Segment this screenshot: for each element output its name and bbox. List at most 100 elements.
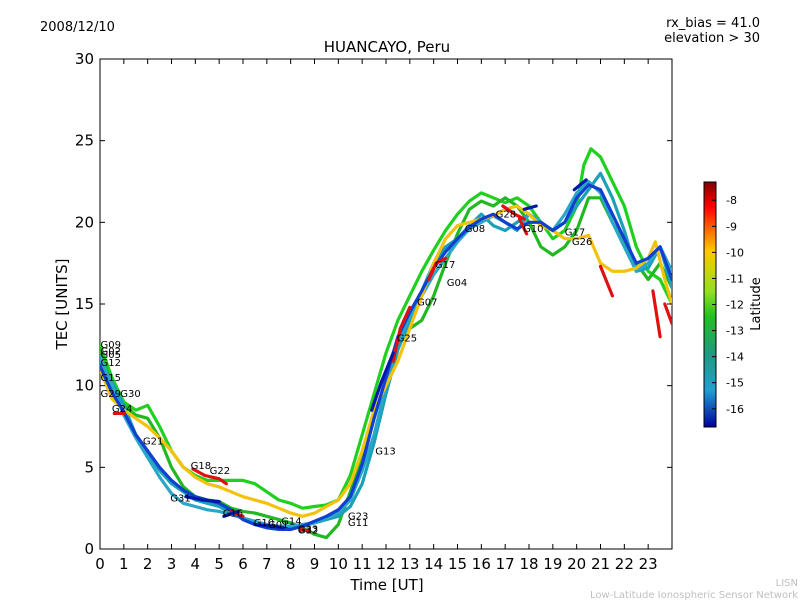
x-tick-label: 1: [119, 555, 129, 573]
satellite-label: G13: [375, 446, 395, 457]
y-tick-label: 15: [75, 295, 94, 313]
series-red-segment-9: [651, 289, 662, 339]
y-tick-label: 30: [75, 50, 94, 68]
colorbar-tick-label: -10: [726, 246, 744, 259]
satellite-label: G10: [254, 518, 274, 529]
series-darkblue-segment-5: [522, 204, 538, 211]
colorbar-tick-label: -8: [726, 194, 737, 207]
series-red-segment-2: [191, 467, 228, 486]
satellite-label: G15: [101, 373, 121, 384]
colorbar-tick-label: -11: [726, 272, 744, 285]
series-green-trace-A: [100, 147, 672, 510]
colorbar-tick-label: -12: [726, 299, 744, 312]
y-tick-label: 10: [75, 377, 94, 395]
satellite-label: G31: [170, 494, 190, 505]
colorbar-tick-label: -15: [726, 377, 744, 390]
series-blue-trace: [100, 183, 672, 532]
series-darkblue-segment-6: [572, 178, 588, 192]
x-tick-label: 19: [543, 555, 562, 573]
x-tick-label: 10: [329, 555, 348, 573]
x-tick-label: 0: [95, 555, 105, 573]
colorbar-tick-label: -16: [726, 403, 744, 416]
satellite-label: G01: [268, 520, 288, 531]
satellite-label: G16: [223, 508, 243, 519]
y-axis-ticks: 0 5 10 15 20 25 30: [75, 50, 672, 558]
satellite-label: G23: [348, 512, 368, 523]
x-tick-label: 9: [310, 555, 320, 573]
x-tick-label: 4: [191, 555, 201, 573]
satellite-label: G26: [572, 237, 592, 248]
series-darkblue-segment-2: [184, 495, 221, 504]
x-tick-label: 12: [376, 555, 395, 573]
x-tick-label: 8: [286, 555, 296, 573]
satellite-label: G25: [397, 334, 417, 345]
satellite-label: G11: [348, 518, 368, 529]
x-tick-label: 17: [496, 555, 515, 573]
x-tick-label: 16: [472, 555, 491, 573]
series-red-segment-10: [663, 302, 672, 326]
y-tick-label: 5: [84, 458, 94, 476]
series-red-segment-5: [427, 256, 448, 282]
x-tick-label: 14: [424, 555, 443, 573]
satellite-label: G14: [281, 517, 301, 528]
y-tick-label: 20: [75, 213, 94, 231]
satellite-label: G28: [496, 209, 516, 220]
x-tick-label: 21: [591, 555, 610, 573]
x-tick-label: 5: [214, 555, 224, 573]
x-tick-label: 15: [448, 555, 467, 573]
x-tick-label: 11: [353, 555, 372, 573]
x-tick-label: 13: [400, 555, 419, 573]
x-axis-ticks: 0 1 2 3 4 5 6 7 8 9 10 11 12 13 14 15 16 17 18 19 20 21 22 23: [95, 59, 658, 573]
x-tick-label: 6: [238, 555, 248, 573]
colorbar-tick-label: -13: [726, 325, 744, 338]
footer-network: Low-Latitude Ionospheric Sensor Network: [590, 590, 798, 600]
satellite-label: G10: [523, 224, 543, 235]
colorbar-tick-label: -9: [726, 220, 737, 233]
x-tick-label: 20: [567, 555, 586, 573]
x-axis-label: Time [UT]: [349, 576, 423, 594]
series-yellow-trace: [100, 204, 672, 518]
satellite-label: G04: [447, 278, 467, 289]
series-layer: [100, 147, 672, 540]
colorbar-label: Latitude: [749, 277, 764, 331]
y-axis-label: TEC [UNITS]: [53, 259, 71, 351]
x-tick-label: 3: [167, 555, 177, 573]
date-label: 2008/12/10: [40, 20, 115, 35]
series-darkblue-segment-4: [370, 351, 395, 412]
chart-title: HUANCAYO, Peru: [324, 38, 450, 56]
satellite-label: G33: [298, 525, 318, 536]
series-red-segment-6: [501, 204, 526, 221]
x-tick-label: 18: [519, 555, 538, 573]
y-tick-label: 25: [75, 132, 94, 150]
series-red-segment-11: [298, 527, 312, 533]
satellite-label: G17: [565, 227, 585, 238]
y-tick-label: 0: [84, 540, 94, 558]
elevation-label: elevation > 30: [664, 31, 760, 46]
series-red-segment-8: [598, 264, 615, 298]
satellite-label: G29: [101, 389, 121, 400]
colorbar-ticks: -8 -9 -10 -11 -12 -13 -14 -15 -16: [712, 194, 744, 416]
satellite-label: G09: [101, 340, 121, 351]
satellite-label: G21: [143, 437, 163, 448]
satellite-label: G07: [417, 298, 437, 309]
satellite-label: G05: [101, 350, 121, 361]
x-tick-label: 22: [615, 555, 634, 573]
satellite-label: G02: [101, 347, 121, 358]
satellite-label: G22: [210, 466, 230, 477]
series-red-segment-7: [517, 217, 529, 236]
satellite-label: G17: [435, 260, 455, 271]
satellite-label: G24: [112, 404, 132, 415]
series-darkblue-segment-1: [222, 509, 240, 518]
colorbar-tick-label: -14: [726, 351, 744, 364]
plot-area: [99, 58, 673, 550]
x-tick-label: 23: [639, 555, 658, 573]
x-tick-label: 2: [143, 555, 153, 573]
series-darkblue-segment-3: [253, 522, 286, 530]
satellite-label: G08: [465, 224, 485, 235]
satellite-label: G18: [191, 461, 211, 472]
series-red-segment-4: [391, 305, 412, 363]
satellite-label: G30: [120, 389, 140, 400]
x-tick-label: 7: [262, 555, 272, 573]
